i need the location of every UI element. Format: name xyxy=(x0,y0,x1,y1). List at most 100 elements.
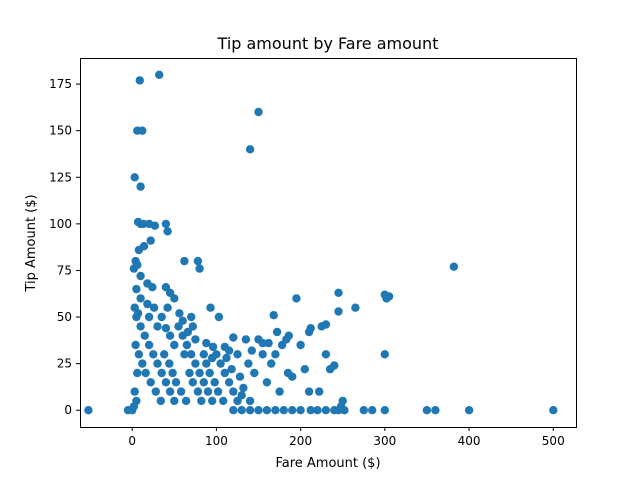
data-point xyxy=(188,322,197,331)
data-point xyxy=(464,406,474,415)
data-point xyxy=(149,350,158,359)
data-point xyxy=(304,387,314,396)
data-point xyxy=(185,368,194,378)
data-point xyxy=(214,312,224,322)
data-point xyxy=(143,299,152,309)
data-point xyxy=(171,378,181,387)
data-point xyxy=(170,340,179,350)
data-point xyxy=(431,406,440,415)
data-point xyxy=(315,387,324,396)
data-point xyxy=(134,245,144,255)
data-point xyxy=(130,387,139,396)
data-point xyxy=(197,396,206,406)
y-axis-ticks: 0 25 50 75 100 125 150 175 xyxy=(49,77,80,417)
data-point xyxy=(134,350,144,359)
data-point xyxy=(229,387,238,396)
data-point xyxy=(155,70,164,80)
data-point xyxy=(84,406,93,415)
data-point xyxy=(139,219,148,229)
data-point xyxy=(180,256,189,266)
data-point xyxy=(170,294,179,303)
data-point xyxy=(258,338,267,348)
data-point xyxy=(233,396,242,406)
data-point xyxy=(277,340,287,350)
data-point xyxy=(330,361,339,370)
y-tick-label: 75 xyxy=(57,263,72,277)
data-points xyxy=(84,70,558,415)
data-point xyxy=(245,406,255,415)
data-point xyxy=(153,359,162,368)
data-point xyxy=(235,372,245,381)
data-point xyxy=(213,387,223,396)
data-point xyxy=(181,396,191,406)
y-tick-label: 175 xyxy=(49,77,72,91)
data-point xyxy=(148,283,157,292)
data-point xyxy=(275,387,284,396)
data-point xyxy=(321,406,331,415)
x-axis-label: Fare Amount ($) xyxy=(275,456,380,471)
data-point xyxy=(133,309,143,318)
data-point xyxy=(222,353,231,363)
data-point xyxy=(233,350,242,359)
data-point xyxy=(288,372,297,381)
data-point xyxy=(241,335,251,344)
data-point xyxy=(351,303,360,312)
data-point xyxy=(292,294,301,303)
data-point xyxy=(187,312,196,322)
data-point xyxy=(193,256,203,266)
data-point xyxy=(151,387,160,396)
data-point xyxy=(549,406,558,415)
data-point xyxy=(296,340,305,350)
data-point xyxy=(202,359,211,368)
data-point xyxy=(269,311,278,320)
data-point xyxy=(206,303,215,312)
data-point xyxy=(254,406,263,415)
data-point xyxy=(163,303,172,312)
data-point xyxy=(187,350,196,359)
data-point xyxy=(208,396,217,406)
data-point xyxy=(156,396,165,406)
x-tick-label: 300 xyxy=(373,434,396,448)
data-point xyxy=(330,406,339,415)
data-point xyxy=(229,406,238,415)
data-point xyxy=(334,288,343,297)
data-point xyxy=(163,227,172,236)
data-point xyxy=(193,387,203,396)
data-point xyxy=(199,350,208,359)
data-point xyxy=(150,221,160,230)
data-point xyxy=(165,359,174,368)
data-point xyxy=(254,107,263,117)
data-point xyxy=(272,327,282,337)
data-point xyxy=(180,350,189,359)
data-point xyxy=(304,327,314,337)
data-point xyxy=(129,264,139,273)
x-tick-label: 100 xyxy=(205,434,228,448)
data-point xyxy=(161,378,171,387)
x-axis-ticks: 0 100 200 300 400 500 xyxy=(128,427,565,448)
x-tick-label: 0 xyxy=(128,434,136,448)
data-point xyxy=(336,402,346,411)
data-point xyxy=(195,264,204,273)
data-point xyxy=(271,406,280,415)
data-point xyxy=(258,350,267,359)
data-point xyxy=(245,145,255,154)
data-point xyxy=(195,368,204,378)
data-point xyxy=(132,284,141,294)
data-point xyxy=(191,359,200,368)
data-point xyxy=(175,309,184,318)
data-point xyxy=(146,378,155,387)
y-tick-label: 125 xyxy=(49,170,72,184)
y-tick-label: 25 xyxy=(57,357,72,371)
data-point xyxy=(237,406,246,415)
data-point xyxy=(141,368,150,378)
data-point xyxy=(140,331,149,340)
data-point xyxy=(382,294,391,303)
data-point xyxy=(300,365,309,374)
y-tick-label: 50 xyxy=(57,310,72,324)
data-point xyxy=(239,383,248,393)
data-point xyxy=(288,406,297,415)
data-point xyxy=(136,182,145,191)
data-point xyxy=(135,76,144,85)
data-point xyxy=(144,340,154,350)
